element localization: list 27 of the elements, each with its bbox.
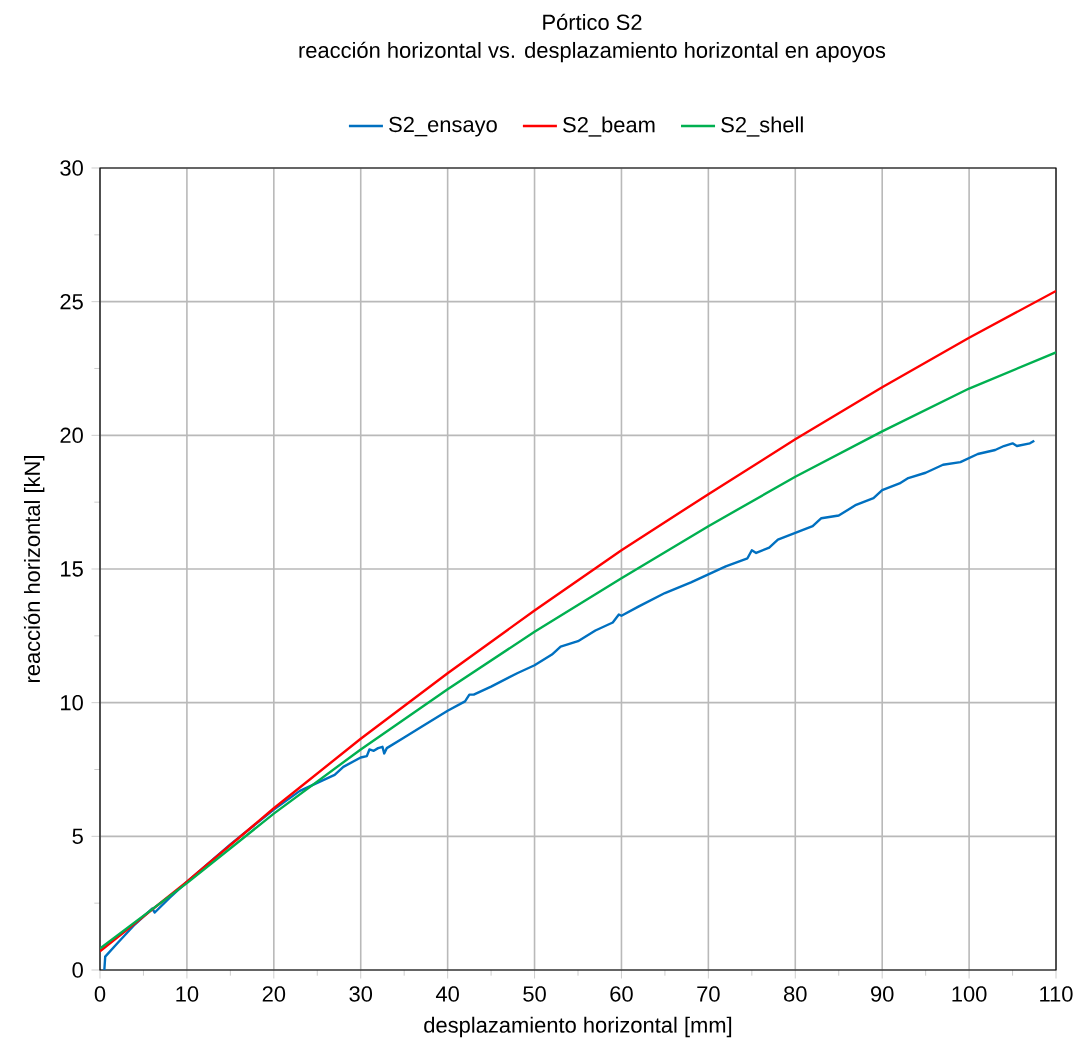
x-axis-title: desplazamiento horizontal [mm] [424,1016,732,1038]
x-tick-label: 40 [435,986,459,1002]
chart-subtitle: reacción horizontal vs. desplazamiento horizontal en apoyos [299,41,886,63]
y-axis-title: reacción horizontal [kN] [23,456,45,683]
x-tick-label: 90 [871,986,894,1002]
y-tick-label: 0 [72,962,83,978]
legend-label: S2_shell [721,116,803,137]
y-tick-label: 10 [61,694,83,711]
x-tick-label: 80 [784,986,807,1002]
x-tick-label: 110 [1040,986,1073,1002]
legend-label: S2_ensayo [389,116,497,137]
x-tick-label: 100 [952,986,987,1002]
y-tick-label: 15 [61,561,83,577]
y-tick-label: 30 [60,160,83,176]
y-tick-label: 20 [60,427,83,444]
line-series [103,439,1036,970]
x-tick-label: 70 [697,986,720,1002]
x-tick-label: 20 [262,986,286,1002]
legend-label: S2_beam [563,116,655,137]
x-tick-label: 10 [176,986,199,1002]
x-tick-label: 0 [94,986,106,1002]
chart-title: Pórtico S2 [543,13,642,31]
x-tick-label: 60 [610,986,633,1002]
y-tick-label: 25 [60,293,83,310]
x-tick-label: 30 [349,986,373,1002]
y-tick-label: 5 [72,828,83,844]
x-tick-label: 50 [523,986,546,1002]
